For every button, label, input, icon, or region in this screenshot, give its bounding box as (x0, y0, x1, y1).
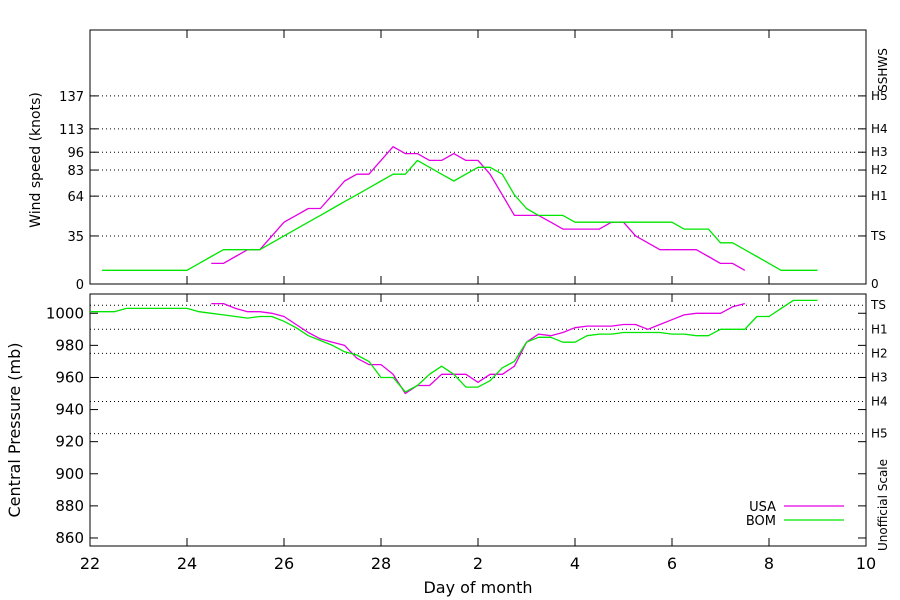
wind-series-bom (102, 159, 818, 271)
x-tick-label: 22 (80, 554, 100, 573)
pressure-category-label: H1 (871, 322, 888, 336)
sshws-scale-label: SSHWS (876, 48, 890, 92)
wind-category-label: 0 (871, 277, 879, 291)
pressure-category-label: H4 (871, 395, 888, 409)
wind-y-tick-label: 113 (59, 123, 84, 138)
x-tick-label: 8 (764, 554, 774, 573)
wind-y-tick-label: 83 (67, 164, 84, 179)
pressure-y-tick-label: 940 (55, 401, 84, 419)
wind-y-axis-label: Wind speed (knots) (28, 92, 44, 228)
wind-category-label: TS (870, 229, 886, 243)
pressure-series-bom (90, 299, 818, 393)
wind-y-tick-label: 137 (59, 90, 84, 105)
wind-category-label: H3 (871, 145, 888, 159)
wind-speed-panel: 0 TS H1 H2 H3 H4 H5 0 35 64 83 96 113 137 (59, 29, 888, 293)
pressure-category-label: H2 (871, 346, 888, 360)
x-tick-label: 28 (371, 554, 391, 573)
pressure-panel: TS H1 H2 H3 H4 H5 860 880 900 920 940 960 980 1000 (46, 293, 888, 547)
pressure-y-tick-label: 860 (55, 529, 84, 547)
pressure-y-tick-label: 880 (55, 497, 84, 515)
wind-category-label: H4 (871, 122, 888, 136)
unofficial-scale-label: Unofficial Scale (876, 459, 890, 551)
x-tick-label: 24 (177, 554, 197, 573)
pressure-y-tick-label: 1000 (46, 304, 84, 322)
x-tick-label: 4 (570, 554, 580, 573)
wind-plot-frame (89, 29, 867, 285)
pressure-series-usa (211, 302, 745, 395)
wind-series-usa (211, 146, 746, 271)
pressure-y-tick-label: 980 (55, 336, 84, 354)
pressure-y-tick-label: 920 (55, 433, 84, 451)
x-tick-label: 6 (667, 554, 677, 573)
pressure-y-axis-label: Central Pressure (mb) (5, 343, 24, 518)
pressure-y-tick-label: 960 (55, 368, 84, 386)
pressure-category-label: H5 (871, 427, 888, 441)
pressure-y-tick-label: 900 (55, 465, 84, 483)
wind-y-tick-label: 35 (67, 230, 84, 245)
legend-label-usa: USA (749, 500, 776, 515)
x-tick-label: 10 (856, 554, 876, 573)
x-tick-label: 2 (473, 554, 483, 573)
wind-category-label: H2 (871, 163, 888, 177)
pressure-category-label: TS (870, 298, 886, 312)
wind-category-label: H5 (871, 89, 888, 103)
wind-y-tick-label: 96 (67, 146, 84, 161)
wind-category-label: H1 (871, 189, 888, 203)
x-axis-label: Day of month (423, 578, 532, 597)
pressure-category-label: H3 (871, 370, 888, 384)
x-tick-label: 26 (274, 554, 294, 573)
x-axis: 22 24 26 28 2 4 6 8 10 (80, 554, 876, 573)
wind-y-tick-label: 0 (76, 278, 84, 293)
legend-label-bom: BOM (746, 514, 776, 529)
wind-y-tick-label: 64 (67, 190, 84, 205)
